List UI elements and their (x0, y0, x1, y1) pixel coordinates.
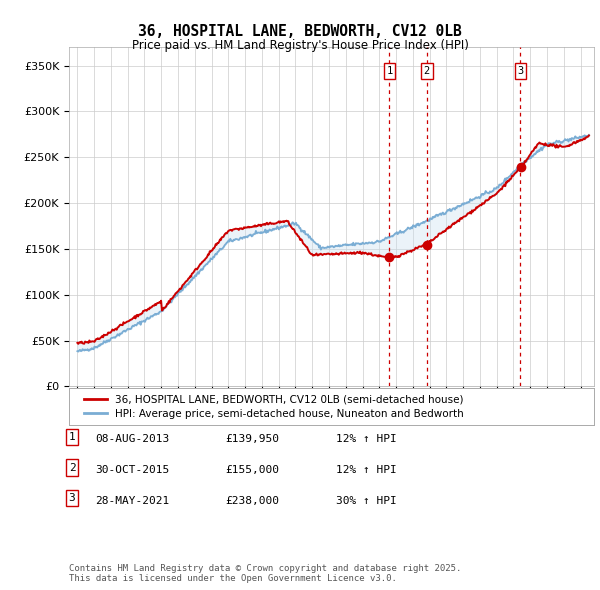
Text: 1: 1 (68, 432, 76, 442)
Text: 30% ↑ HPI: 30% ↑ HPI (336, 496, 397, 506)
Text: £155,000: £155,000 (225, 465, 279, 475)
Text: 3: 3 (517, 66, 523, 76)
Text: 12% ↑ HPI: 12% ↑ HPI (336, 434, 397, 444)
Legend: 36, HOSPITAL LANE, BEDWORTH, CV12 0LB (semi-detached house), HPI: Average price,: 36, HOSPITAL LANE, BEDWORTH, CV12 0LB (s… (79, 390, 468, 423)
Text: £238,000: £238,000 (225, 496, 279, 506)
Text: 30-OCT-2015: 30-OCT-2015 (95, 465, 169, 475)
Text: £139,950: £139,950 (225, 434, 279, 444)
Text: 1: 1 (386, 66, 392, 76)
Text: 12% ↑ HPI: 12% ↑ HPI (336, 465, 397, 475)
Text: Price paid vs. HM Land Registry's House Price Index (HPI): Price paid vs. HM Land Registry's House … (131, 39, 469, 52)
Text: 08-AUG-2013: 08-AUG-2013 (95, 434, 169, 444)
Text: Contains HM Land Registry data © Crown copyright and database right 2025.
This d: Contains HM Land Registry data © Crown c… (69, 563, 461, 583)
Text: 28-MAY-2021: 28-MAY-2021 (95, 496, 169, 506)
Text: 36, HOSPITAL LANE, BEDWORTH, CV12 0LB: 36, HOSPITAL LANE, BEDWORTH, CV12 0LB (138, 24, 462, 38)
Text: 2: 2 (68, 463, 76, 473)
Text: 2: 2 (424, 66, 430, 76)
Text: 3: 3 (68, 493, 76, 503)
